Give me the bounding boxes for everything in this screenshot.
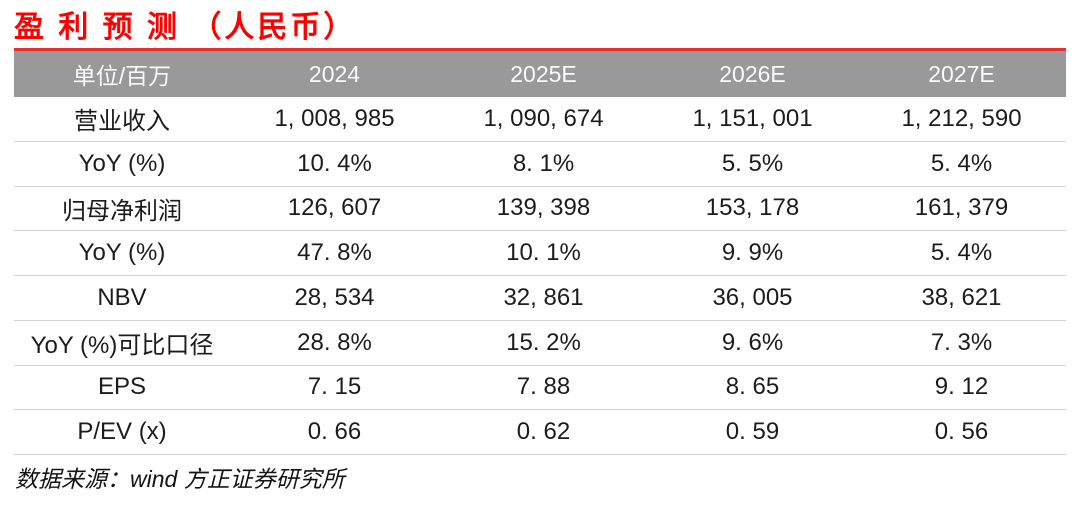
cell-value: 1, 090, 674 bbox=[483, 104, 604, 132]
cell-value: 161, 379 bbox=[914, 194, 1009, 222]
row-label: YoY (%) bbox=[78, 239, 166, 267]
table-row: YoY (%)可比口径 28. 8% 15. 2% 9. 6% 7. 3% bbox=[14, 321, 1066, 366]
table-header-row: 单位/百万 2024 2025E 2026E 2027E bbox=[14, 48, 1066, 97]
cell-value: 5. 4% bbox=[930, 239, 993, 267]
cell-value: 0. 62 bbox=[516, 418, 571, 446]
cell-value: 0. 59 bbox=[725, 418, 780, 446]
table-row: YoY (%) 47. 8% 10. 1% 9. 9% 5. 4% bbox=[14, 231, 1066, 276]
year-column-header: 2026E bbox=[719, 60, 786, 87]
row-label: YoY (%)可比口径 bbox=[30, 332, 214, 360]
row-label: NBV bbox=[97, 283, 147, 311]
cell-value: 28. 8% bbox=[297, 328, 372, 356]
forecast-table: 单位/百万 2024 2025E 2026E 2027E 营业收入 1, 008, 985… bbox=[14, 48, 1066, 455]
row-label: EPS bbox=[97, 373, 147, 401]
table-row: 营业收入 1, 008, 985 1, 090, 674 1, 151, 001 1, … bbox=[14, 97, 1066, 142]
cell-value: 9. 9% bbox=[721, 239, 784, 267]
year-column-header: 2024 bbox=[308, 60, 361, 87]
cell-value: 153, 178 bbox=[705, 194, 800, 222]
cell-value: 28, 534 bbox=[294, 283, 375, 311]
cell-value: 10. 4% bbox=[297, 149, 372, 177]
row-label: 归母净利润 bbox=[62, 197, 182, 225]
table-row: EPS 7. 15 7. 88 8. 65 9. 12 bbox=[14, 366, 1066, 411]
year-column-header: 2025E bbox=[510, 60, 577, 87]
row-label: P/EV (x) bbox=[77, 418, 167, 446]
cell-value: 10. 1% bbox=[506, 239, 581, 267]
cell-value: 36, 005 bbox=[712, 283, 793, 311]
cell-value: 5. 5% bbox=[721, 149, 784, 177]
cell-value: 7. 88 bbox=[516, 373, 571, 401]
year-column-header: 2027E bbox=[928, 60, 995, 87]
cell-value: 38, 621 bbox=[921, 283, 1002, 311]
table-row: P/EV (x) 0. 66 0. 62 0. 59 0. 56 bbox=[14, 410, 1066, 455]
cell-value: 126, 607 bbox=[287, 194, 382, 222]
cell-value: 1, 151, 001 bbox=[692, 104, 813, 132]
cell-value: 139, 398 bbox=[496, 194, 591, 222]
cell-value: 8. 65 bbox=[725, 373, 780, 401]
table-row: YoY (%) 10. 4% 8. 1% 5. 5% 5. 4% bbox=[14, 142, 1066, 187]
cell-value: 47. 8% bbox=[297, 239, 372, 267]
cell-value: 8. 1% bbox=[512, 149, 575, 177]
table-body: 营业收入 1, 008, 985 1, 090, 674 1, 151, 001 1, … bbox=[14, 97, 1066, 455]
row-label: YoY (%) bbox=[78, 149, 166, 177]
cell-value: 0. 66 bbox=[307, 418, 362, 446]
cell-value: 1, 008, 985 bbox=[274, 104, 395, 132]
cell-value: 9. 12 bbox=[934, 373, 989, 401]
cell-value: 5. 4% bbox=[930, 149, 993, 177]
data-source-note: 数据来源：wind 方正证券研究所 bbox=[15, 466, 345, 492]
cell-value: 1, 212, 590 bbox=[901, 104, 1022, 132]
table-row: NBV 28, 534 32, 861 36, 005 38, 621 bbox=[14, 276, 1066, 321]
table-row: 归母净利润 126, 607 139, 398 153, 178 161, 379 bbox=[14, 187, 1066, 232]
page-title: 盈 利 预 测 （人民币） bbox=[14, 11, 357, 44]
cell-value: 0. 56 bbox=[934, 418, 989, 446]
cell-value: 9. 6% bbox=[721, 328, 784, 356]
cell-value: 7. 15 bbox=[307, 373, 362, 401]
unit-column-header: 单位/百万 bbox=[72, 63, 172, 89]
cell-value: 15. 2% bbox=[506, 328, 581, 356]
cell-value: 32, 861 bbox=[503, 283, 584, 311]
row-label: 营业收入 bbox=[74, 108, 170, 136]
cell-value: 7. 3% bbox=[930, 328, 993, 356]
